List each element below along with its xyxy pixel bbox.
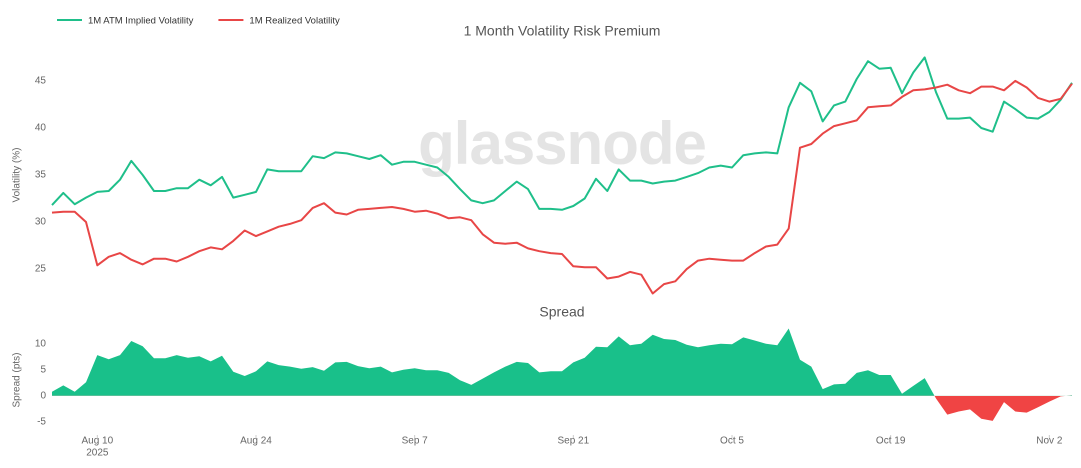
x-tick-label: Sep 7 — [402, 436, 429, 447]
area-negative — [52, 395, 1072, 421]
y-tick-label: 30 — [35, 217, 47, 228]
subplot-title: Spread — [539, 304, 584, 320]
y-axis-label: Volatility (%) — [12, 147, 23, 202]
x-tick-label: Oct 5 — [720, 436, 744, 447]
x-tick-label: Aug 24 — [240, 436, 272, 447]
line — [51, 56, 1073, 211]
x-tick-label: Sep 21 — [557, 436, 589, 447]
legend-label: 1M ATM Implied Volatility — [88, 16, 194, 27]
y-axis-label: Spread (pts) — [12, 352, 23, 407]
y-tick-label: 0 — [40, 390, 46, 401]
legend-label: 1M Realized Volatility — [249, 16, 340, 27]
x-tick-label: Aug 10 — [81, 436, 113, 447]
line — [51, 79, 1073, 295]
y-tick-label: 25 — [35, 264, 47, 275]
y-tick-label: 45 — [35, 76, 47, 87]
watermark: glassnode — [418, 110, 706, 177]
y-tick-label: 5 — [40, 364, 46, 375]
y-tick-label: 35 — [35, 170, 47, 181]
chart-title: 1 Month Volatility Risk Premium — [464, 23, 661, 39]
x-tick-label: Oct 19 — [876, 436, 906, 447]
y-tick-label: -5 — [37, 417, 46, 428]
y-tick-label: 10 — [35, 338, 47, 349]
y-tick-label: 40 — [35, 123, 47, 134]
area-positive — [52, 328, 1072, 396]
x-tick-label: Nov 2 — [1036, 436, 1063, 447]
x-tick-year: 2025 — [86, 448, 109, 459]
